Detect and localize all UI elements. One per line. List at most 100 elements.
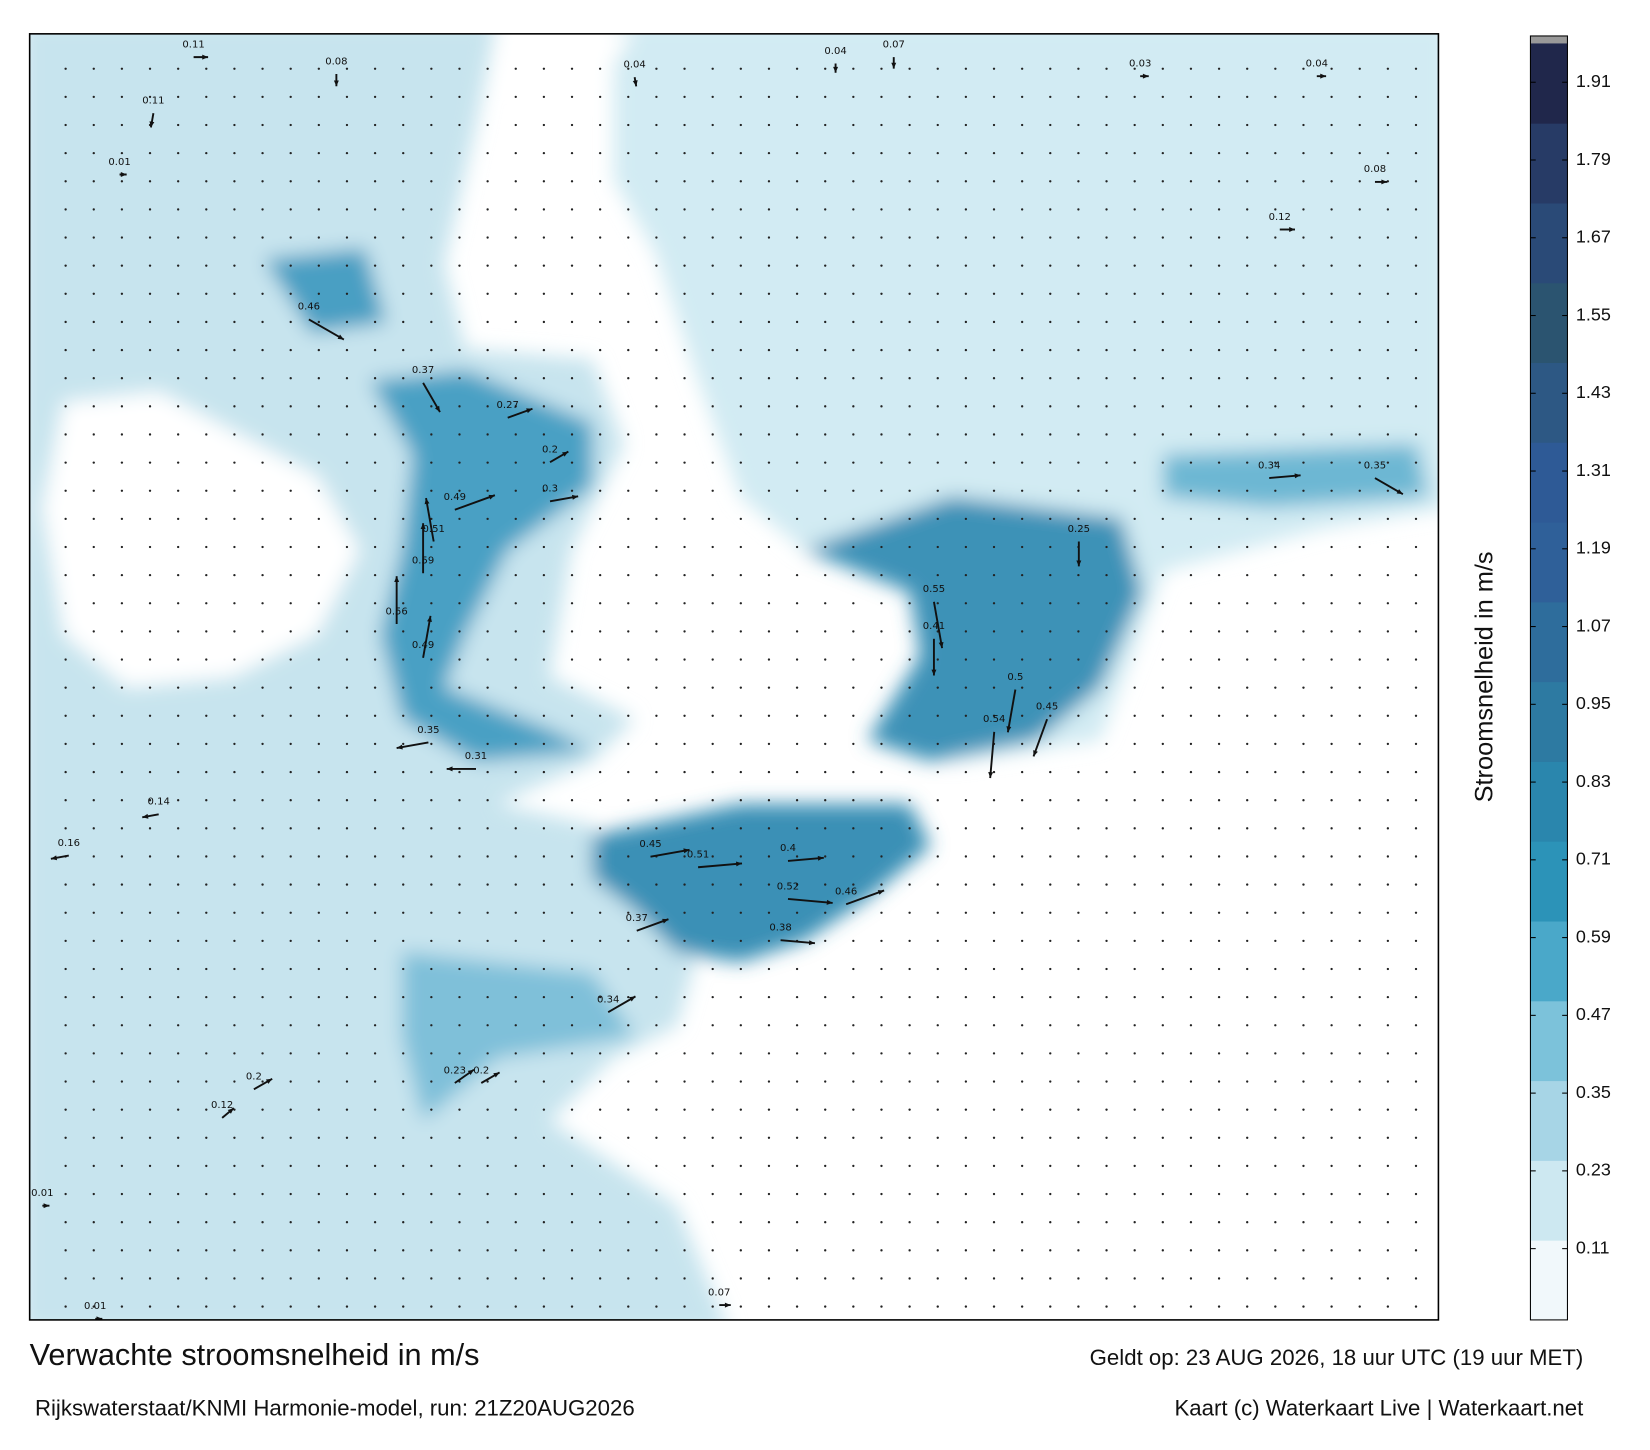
grid-dot (1217, 1249, 1221, 1252)
grid-dot (655, 461, 658, 464)
colorbar-band (1530, 43, 1568, 124)
speed-label: 0.12 (1269, 212, 1291, 223)
grid-dot (683, 1108, 686, 1111)
grid-dot (317, 883, 320, 886)
grid-dot (486, 967, 489, 971)
grid-dot (964, 1080, 968, 1083)
grid-dot (317, 517, 320, 521)
grid-dot (739, 855, 742, 858)
grid-dot (1049, 855, 1052, 858)
grid-dot (289, 799, 292, 802)
colorbar-label: Stroomsnelheid in m/s (1471, 551, 1499, 802)
grid-dot (570, 348, 574, 352)
grid-dot (514, 1192, 517, 1196)
grid-dot (345, 517, 349, 521)
grid-dot (1133, 714, 1136, 717)
grid-dot (64, 95, 67, 99)
arrow-head (526, 408, 533, 414)
grid-dot (148, 939, 152, 943)
colorbar-overflow (1530, 35, 1568, 44)
grid-dot (514, 1052, 517, 1055)
grid-dot (1386, 433, 1390, 436)
grid-dot (880, 208, 883, 211)
grid-dot (880, 995, 883, 999)
grid-dot (1414, 855, 1418, 858)
grid-dot (205, 911, 208, 914)
grid-dot (655, 320, 658, 324)
grid-dot (542, 827, 546, 830)
grid-dot (767, 939, 771, 943)
grid-dot (289, 348, 292, 352)
grid-dot (1105, 1192, 1108, 1196)
grid-dot (458, 1221, 461, 1224)
grid-dot (373, 1024, 377, 1027)
grid-dot (739, 1108, 742, 1111)
grid-dot (1217, 827, 1221, 830)
grid-dot (1358, 967, 1361, 971)
grid-dot (430, 630, 433, 633)
grid-dot (64, 967, 67, 971)
grid-dot (64, 658, 67, 661)
grid-dot (1217, 180, 1221, 183)
grid-dot (64, 208, 67, 211)
grid-dot (514, 714, 517, 717)
grid-dot (289, 855, 292, 858)
grid-dot (1217, 995, 1221, 999)
grid-dot (92, 236, 95, 239)
grid-dot (1246, 517, 1249, 521)
grid-dot (683, 292, 686, 295)
grid-dot (824, 405, 827, 408)
grid-dot (739, 573, 742, 577)
grid-dot (1161, 742, 1164, 746)
grid-dot (964, 1192, 968, 1196)
grid-dot (1133, 1136, 1136, 1139)
grid-dot (1414, 292, 1418, 295)
grid-dot (964, 123, 968, 127)
grid-dot (1133, 855, 1136, 858)
grid-dot (767, 1108, 771, 1111)
grid-dot (1302, 855, 1305, 858)
grid-dot (992, 939, 996, 943)
speed-label: 0.11 (182, 39, 204, 50)
colorbar-tick-label: 0.47 (1576, 1004, 1611, 1024)
grid-dot (289, 883, 292, 886)
grid-dot (373, 1108, 377, 1111)
grid-dot (767, 770, 771, 774)
grid-dot (936, 939, 939, 943)
grid-dot (1358, 770, 1361, 774)
grid-dot (711, 714, 714, 717)
grid-dot (880, 461, 883, 464)
colorbar-tick-label: 0.59 (1576, 926, 1611, 946)
grid-dot (345, 461, 349, 464)
grid-dot (458, 433, 461, 436)
grid-dot (824, 602, 827, 605)
grid-dot (627, 236, 630, 239)
grid-dot (598, 545, 602, 549)
grid-dot (880, 489, 883, 492)
grid-dot (148, 1080, 152, 1083)
grid-dot (1049, 517, 1052, 521)
grid-dot (1189, 1305, 1193, 1308)
grid-dot (598, 967, 602, 971)
grid-dot (1274, 967, 1277, 971)
arrow-head (265, 1078, 273, 1084)
grid-dot (1274, 1164, 1277, 1168)
grid-dot (458, 236, 461, 239)
grid-dot (936, 1277, 939, 1280)
grid-dot (683, 1080, 686, 1083)
grid-dot (795, 545, 799, 549)
grid-dot (233, 377, 236, 380)
grid-dot (148, 602, 152, 605)
grid-dot (486, 489, 489, 492)
grid-dot (64, 1052, 67, 1055)
grid-dot (1049, 967, 1052, 971)
grid-dot (655, 489, 658, 492)
grid-dot (1217, 517, 1221, 521)
grid-dot (1105, 489, 1108, 492)
grid-dot (120, 292, 124, 295)
grid-dot (598, 292, 602, 295)
grid-dot (1217, 461, 1221, 464)
grid-dot (345, 95, 349, 99)
grid-dot (317, 686, 320, 689)
grid-dot (64, 545, 67, 549)
